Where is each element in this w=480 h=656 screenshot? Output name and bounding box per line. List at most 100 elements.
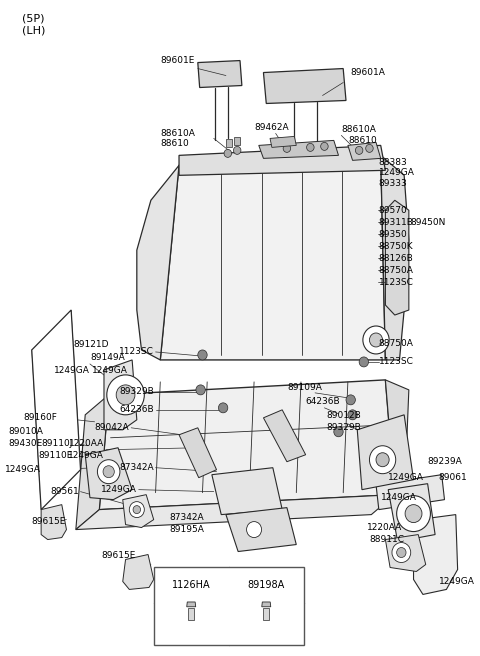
Polygon shape <box>385 200 409 315</box>
Text: 89121D: 89121D <box>73 340 108 350</box>
Circle shape <box>334 427 343 437</box>
Text: 88610A: 88610A <box>160 129 195 138</box>
Text: 1249GA: 1249GA <box>5 465 41 474</box>
Polygon shape <box>137 165 179 360</box>
Polygon shape <box>414 514 457 594</box>
Polygon shape <box>212 468 282 514</box>
Polygon shape <box>259 140 338 158</box>
Circle shape <box>103 466 114 478</box>
Circle shape <box>283 144 291 152</box>
Polygon shape <box>348 142 381 160</box>
Text: 89570: 89570 <box>379 206 408 215</box>
Text: (LH): (LH) <box>23 26 46 35</box>
Circle shape <box>363 326 389 354</box>
Polygon shape <box>385 380 409 504</box>
Polygon shape <box>198 60 242 87</box>
Text: 89430E: 89430E <box>9 440 43 448</box>
Polygon shape <box>270 136 296 148</box>
Text: 89042A: 89042A <box>95 423 129 432</box>
Circle shape <box>392 543 411 562</box>
Circle shape <box>247 522 262 537</box>
Text: 1249GA: 1249GA <box>381 493 417 502</box>
Text: 1220AA: 1220AA <box>367 523 402 532</box>
Text: 1249GA: 1249GA <box>92 367 128 375</box>
Text: 89561: 89561 <box>50 487 79 496</box>
Bar <box>154 567 304 646</box>
Text: 64236B: 64236B <box>119 405 154 415</box>
Text: 1249GA: 1249GA <box>68 451 104 461</box>
Text: 89110E: 89110E <box>39 451 73 461</box>
Text: 88126B: 88126B <box>379 254 414 262</box>
Polygon shape <box>385 535 426 571</box>
Polygon shape <box>381 155 409 360</box>
Circle shape <box>116 385 135 405</box>
Polygon shape <box>262 602 271 607</box>
Text: 89350: 89350 <box>379 230 408 239</box>
Circle shape <box>359 357 369 367</box>
Circle shape <box>133 506 141 514</box>
Text: 89333: 89333 <box>379 179 408 188</box>
Text: 89195A: 89195A <box>169 525 204 534</box>
Text: 89601A: 89601A <box>351 68 385 77</box>
Text: 1123SC: 1123SC <box>119 348 154 356</box>
Circle shape <box>307 144 314 152</box>
Text: 89329B: 89329B <box>119 387 154 396</box>
Circle shape <box>233 146 241 154</box>
Text: 1123SC: 1123SC <box>379 277 414 287</box>
Polygon shape <box>99 380 395 510</box>
Text: 1220AA: 1220AA <box>69 440 104 448</box>
Text: 88750A: 88750A <box>379 339 414 348</box>
Polygon shape <box>179 428 216 478</box>
Polygon shape <box>376 475 444 510</box>
Text: 89329B: 89329B <box>326 423 361 432</box>
Text: 89160F: 89160F <box>23 413 57 422</box>
Circle shape <box>196 385 205 395</box>
Text: 89109A: 89109A <box>287 383 322 392</box>
Text: 64236B: 64236B <box>306 398 340 406</box>
Polygon shape <box>76 495 395 529</box>
Text: 89061: 89061 <box>439 473 468 482</box>
Circle shape <box>346 395 355 405</box>
Polygon shape <box>388 483 435 542</box>
Text: 89010A: 89010A <box>8 427 43 436</box>
Polygon shape <box>123 554 154 590</box>
Text: 89012B: 89012B <box>326 411 361 420</box>
Circle shape <box>129 502 144 518</box>
Polygon shape <box>187 602 196 607</box>
Text: 1123SC: 1123SC <box>379 358 414 367</box>
Text: 88383: 88383 <box>379 158 408 167</box>
Text: 89110J: 89110J <box>42 440 73 448</box>
Circle shape <box>218 403 228 413</box>
Circle shape <box>396 548 406 558</box>
Polygon shape <box>123 495 154 527</box>
Polygon shape <box>179 146 385 175</box>
Text: 87342A: 87342A <box>119 463 154 472</box>
Circle shape <box>355 146 363 154</box>
Polygon shape <box>160 155 385 360</box>
Text: 89615E: 89615E <box>32 517 66 526</box>
Polygon shape <box>357 415 414 489</box>
Text: 1249GA: 1249GA <box>388 473 424 482</box>
Text: 89601E: 89601E <box>160 56 195 65</box>
Polygon shape <box>264 410 306 462</box>
Text: 89198A: 89198A <box>248 581 285 590</box>
Text: 1126HA: 1126HA <box>172 581 211 590</box>
Circle shape <box>198 350 207 360</box>
Text: 89450N: 89450N <box>411 218 446 227</box>
Polygon shape <box>41 504 66 539</box>
Text: 89239A: 89239A <box>428 457 462 466</box>
Text: 1249GA: 1249GA <box>54 367 90 375</box>
Polygon shape <box>32 310 81 510</box>
Polygon shape <box>104 360 137 430</box>
Circle shape <box>97 460 120 483</box>
Text: 89311B: 89311B <box>379 218 414 227</box>
Circle shape <box>366 144 373 152</box>
Circle shape <box>348 410 357 420</box>
Polygon shape <box>85 448 132 500</box>
Polygon shape <box>264 68 346 104</box>
Circle shape <box>370 333 383 347</box>
Polygon shape <box>76 395 108 529</box>
Circle shape <box>224 150 231 157</box>
Polygon shape <box>234 137 240 146</box>
Polygon shape <box>263 608 269 620</box>
